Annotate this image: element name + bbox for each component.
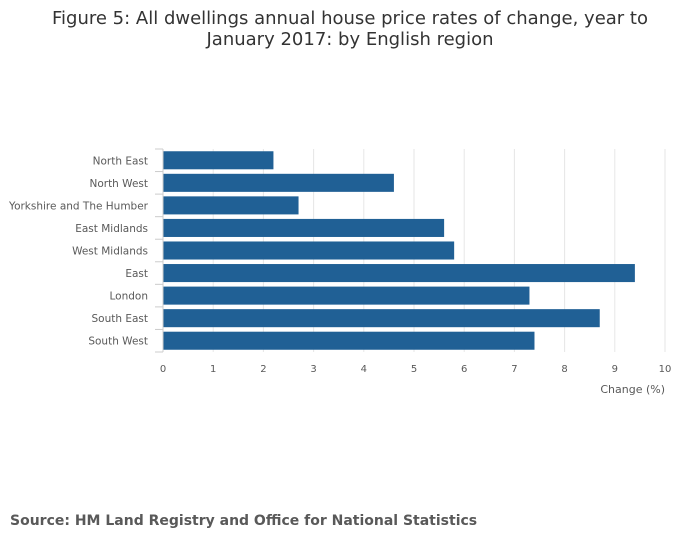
y-tick-label: London: [110, 291, 149, 303]
bar-north-west: [163, 173, 394, 192]
y-tick-label: East: [125, 268, 148, 280]
y-tick-label: North East: [93, 155, 148, 167]
chart-title: Figure 5: All dwellings annual house pri…: [51, 8, 648, 50]
source-note: Source: HM Land Registry and Office for …: [10, 513, 478, 529]
x-tick-label: 0: [160, 364, 166, 375]
x-axis-title: Change (%): [600, 383, 665, 396]
x-tick-label: 5: [411, 364, 417, 375]
bar-south-east: [163, 309, 600, 328]
bar-east-midlands: [163, 218, 445, 237]
y-tick-label: North West: [89, 178, 148, 190]
x-tick-label: 3: [310, 364, 316, 375]
bar-yorkshire-and-the-humber: [163, 196, 299, 215]
axes: [155, 148, 164, 353]
bar-london: [163, 286, 530, 305]
y-tick-label: Yorkshire and The Humber: [8, 200, 149, 212]
x-tick-label: 8: [561, 364, 567, 375]
bars: [163, 151, 635, 350]
x-tick-label: 2: [260, 364, 266, 375]
x-tick-label: 10: [659, 364, 672, 375]
x-tick-label: 9: [612, 364, 618, 375]
x-tick-label: 7: [511, 364, 517, 375]
y-tick-label: East Midlands: [75, 223, 148, 235]
x-tick-label: 6: [461, 364, 467, 375]
bar-north-east: [163, 151, 274, 170]
x-tick-label: 4: [361, 364, 367, 375]
y-tick-label: South East: [91, 313, 148, 325]
y-tick-labels: North East North West Yorkshire and The Hu…: [8, 155, 149, 347]
y-tick-label: West Midlands: [72, 246, 148, 258]
bar-south-west: [163, 331, 535, 350]
bar-west-midlands: [163, 241, 455, 260]
x-tick-label: 1: [210, 364, 216, 375]
y-tick-label: South West: [88, 336, 148, 348]
x-tick-labels: 0 1 2 3 4 5 6 7 8 9 10: [160, 364, 672, 375]
bar-east: [163, 264, 635, 283]
